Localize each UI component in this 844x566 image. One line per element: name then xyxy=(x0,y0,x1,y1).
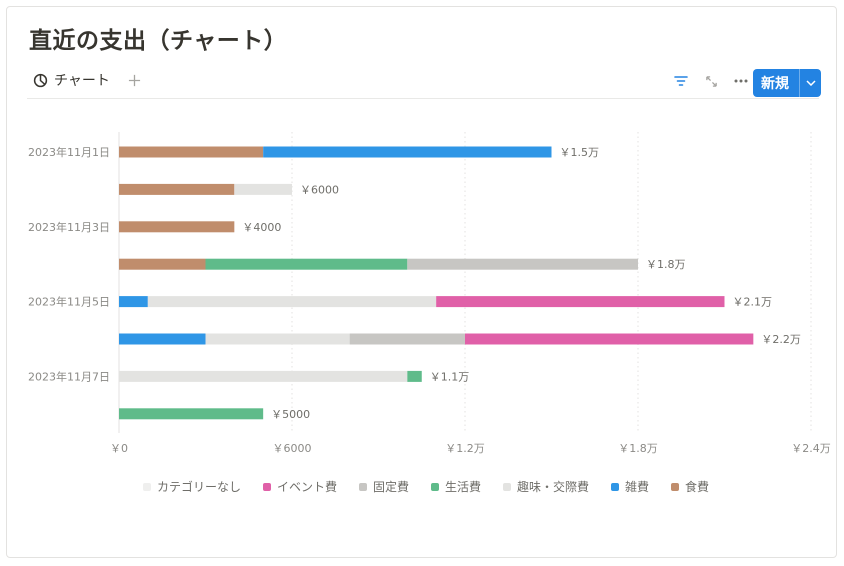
legend-swatch xyxy=(611,483,619,491)
new-button[interactable]: 新規 xyxy=(753,69,821,97)
legend: カテゴリーなし イベント費 固定費 生活費 趣味・交際費 雑費 食費 xyxy=(143,479,709,494)
legend-swatch xyxy=(359,483,367,491)
tab-chart-label: チャート xyxy=(54,73,110,89)
bar-segment xyxy=(436,296,725,308)
legend-swatch xyxy=(671,483,679,491)
bar-total-label: ￥2.2万 xyxy=(761,333,801,346)
tab-chart[interactable]: チャート xyxy=(33,69,110,91)
add-view-button[interactable] xyxy=(125,69,143,91)
bar-segment xyxy=(234,183,292,195)
bar-segment xyxy=(205,258,408,270)
chart-card: 直近の支出（チャート） チャート xyxy=(6,6,837,558)
page-title: 直近の支出（チャート） xyxy=(29,28,288,54)
bar-segment xyxy=(119,146,264,158)
y-category-label: 2023年11月3日 xyxy=(28,220,110,234)
legend-swatch xyxy=(263,483,271,491)
legend-label[interactable]: カテゴリーなし xyxy=(157,479,241,494)
expand-icon xyxy=(705,75,717,87)
y-category-label: 2023年11月7日 xyxy=(28,369,110,383)
legend-label[interactable]: 固定費 xyxy=(373,479,409,494)
more-options-button[interactable] xyxy=(730,70,752,92)
bar-total-label: ￥4000 xyxy=(242,221,281,234)
filter-icon xyxy=(674,76,688,86)
bar-segment xyxy=(349,333,465,345)
bar-total-label: ￥1.8万 xyxy=(646,258,686,271)
x-tick-label: ￥0 xyxy=(110,442,128,455)
legend-swatch xyxy=(143,483,151,491)
bar-segment xyxy=(205,333,350,345)
bar-total-label: ￥5000 xyxy=(271,408,310,421)
y-category-label: 2023年11月1日 xyxy=(28,145,110,159)
legend-label[interactable]: 食費 xyxy=(685,479,709,494)
more-icon xyxy=(734,79,748,83)
legend-label[interactable]: イベント費 xyxy=(277,479,337,494)
legend-swatch xyxy=(431,483,439,491)
bar-segment xyxy=(147,296,437,308)
bar-total-label: ￥1.5万 xyxy=(560,146,600,159)
expand-button[interactable] xyxy=(700,70,722,92)
bar-segment xyxy=(119,408,264,420)
bar-segment xyxy=(263,146,552,158)
pie-chart-icon xyxy=(33,73,48,87)
legend-label[interactable]: 生活費 xyxy=(445,479,481,494)
plus-icon xyxy=(128,74,140,86)
bar-segment xyxy=(119,183,235,195)
bar-total-label: ￥1.1万 xyxy=(430,370,470,383)
x-tick-label: ￥1.2万 xyxy=(445,442,485,455)
bar-total-label: ￥2.1万 xyxy=(733,296,773,309)
bar-segment xyxy=(465,333,754,345)
filter-button[interactable] xyxy=(670,70,692,92)
legend-label[interactable]: 雑費 xyxy=(625,479,649,494)
bar-segment xyxy=(119,370,408,382)
view-tab-bar: チャート 新規 xyxy=(27,67,821,99)
bar-segment xyxy=(119,258,206,270)
legend-swatch xyxy=(503,483,511,491)
bar-segment xyxy=(407,370,422,382)
new-dropdown-toggle[interactable] xyxy=(800,80,821,86)
x-tick-label: ￥1.8万 xyxy=(618,442,658,455)
x-tick-label: ￥6000 xyxy=(273,442,312,455)
bar-total-label: ￥6000 xyxy=(300,183,339,196)
bar-segment xyxy=(119,333,206,345)
y-category-label: 2023年11月5日 xyxy=(28,295,110,309)
new-button-label: 新規 xyxy=(761,76,789,92)
bar-segment xyxy=(407,258,638,270)
legend-label[interactable]: 趣味・交際費 xyxy=(517,479,589,494)
x-tick-label: ￥2.4万 xyxy=(791,442,831,455)
bar-segment xyxy=(119,296,148,308)
chevron-down-icon xyxy=(805,80,816,86)
bar-segment xyxy=(119,221,235,233)
